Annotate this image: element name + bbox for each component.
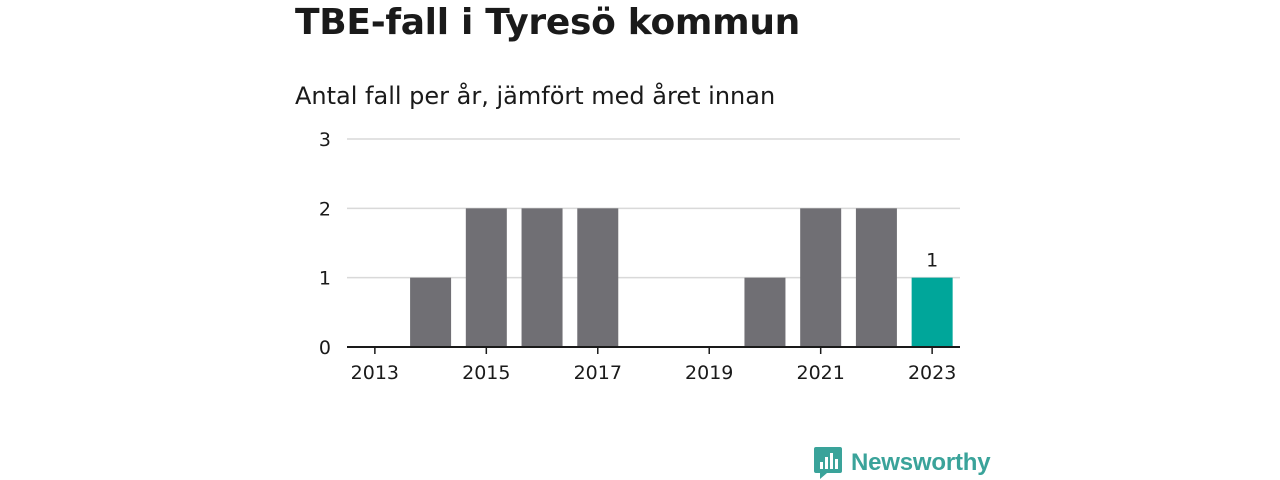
bar	[911, 277, 953, 347]
bar	[800, 208, 842, 347]
x-tick-label: 2015	[462, 362, 510, 384]
newsworthy-logo-icon	[814, 447, 842, 479]
y-tick-label: 1	[319, 268, 331, 290]
bar	[744, 277, 786, 347]
bar	[521, 208, 563, 347]
bar	[855, 208, 897, 347]
y-tick-label: 2	[319, 198, 331, 220]
y-tick-label: 0	[319, 337, 331, 359]
bar	[410, 277, 452, 347]
x-tick-label: 2021	[797, 362, 845, 384]
x-tick-label: 2013	[351, 362, 399, 384]
x-tick-label: 2023	[908, 362, 956, 384]
y-tick-label: 3	[319, 129, 331, 151]
bar	[465, 208, 507, 347]
chart-subtitle: Antal fall per år, jämfört med året inna…	[295, 82, 776, 110]
chart-title: TBE-fall i Tyresö kommun	[295, 2, 800, 43]
x-tick-label: 2019	[685, 362, 733, 384]
brand-name: Newsworthy	[851, 449, 991, 476]
bar	[577, 208, 619, 347]
brand-logo: Newsworthy	[813, 446, 991, 480]
x-tick-label: 2017	[574, 362, 622, 384]
data-label: 1	[926, 250, 938, 272]
